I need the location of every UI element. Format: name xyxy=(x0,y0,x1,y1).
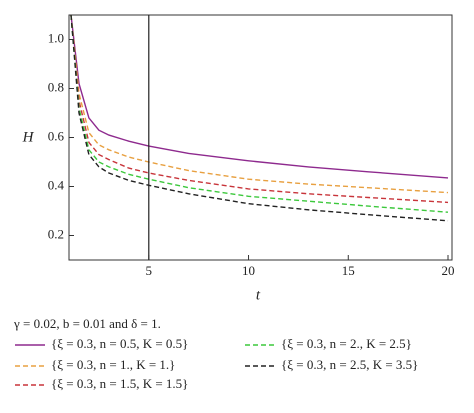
series-line xyxy=(70,15,449,222)
legend-label: {ξ = 0.3, n = 1.5, K = 1.5} xyxy=(51,376,188,391)
y-axis-label: H xyxy=(22,129,35,145)
x-tick-label: 5 xyxy=(146,263,153,278)
series-line xyxy=(70,15,449,194)
legend-label: {ξ = 0.3, n = 2.5, K = 3.5} xyxy=(281,357,418,372)
y-tick-label: 1.0 xyxy=(48,30,64,45)
x-tick-label: 15 xyxy=(342,263,355,278)
series-line xyxy=(70,15,449,204)
y-tick-label: 0.6 xyxy=(48,128,65,143)
legend-label: {ξ = 0.3, n = 1., K = 1.} xyxy=(51,357,175,372)
plot-frame xyxy=(68,14,453,261)
legend-label: {ξ = 0.3, n = 2., K = 2.5} xyxy=(281,336,412,351)
x-axis-label: t xyxy=(256,287,261,303)
series-line xyxy=(70,15,449,213)
legend-title: γ = 0.02, b = 0.01 and δ = 1. xyxy=(13,316,161,331)
y-tick-label: 0.4 xyxy=(48,177,65,192)
x-tick-label: 20 xyxy=(442,263,455,278)
y-tick-label: 0.8 xyxy=(48,79,64,94)
series-line xyxy=(70,15,449,179)
legend-label: {ξ = 0.3, n = 0.5, K = 0.5} xyxy=(51,336,188,351)
y-tick-label: 0.2 xyxy=(48,226,64,241)
x-tick-label: 10 xyxy=(242,263,255,278)
